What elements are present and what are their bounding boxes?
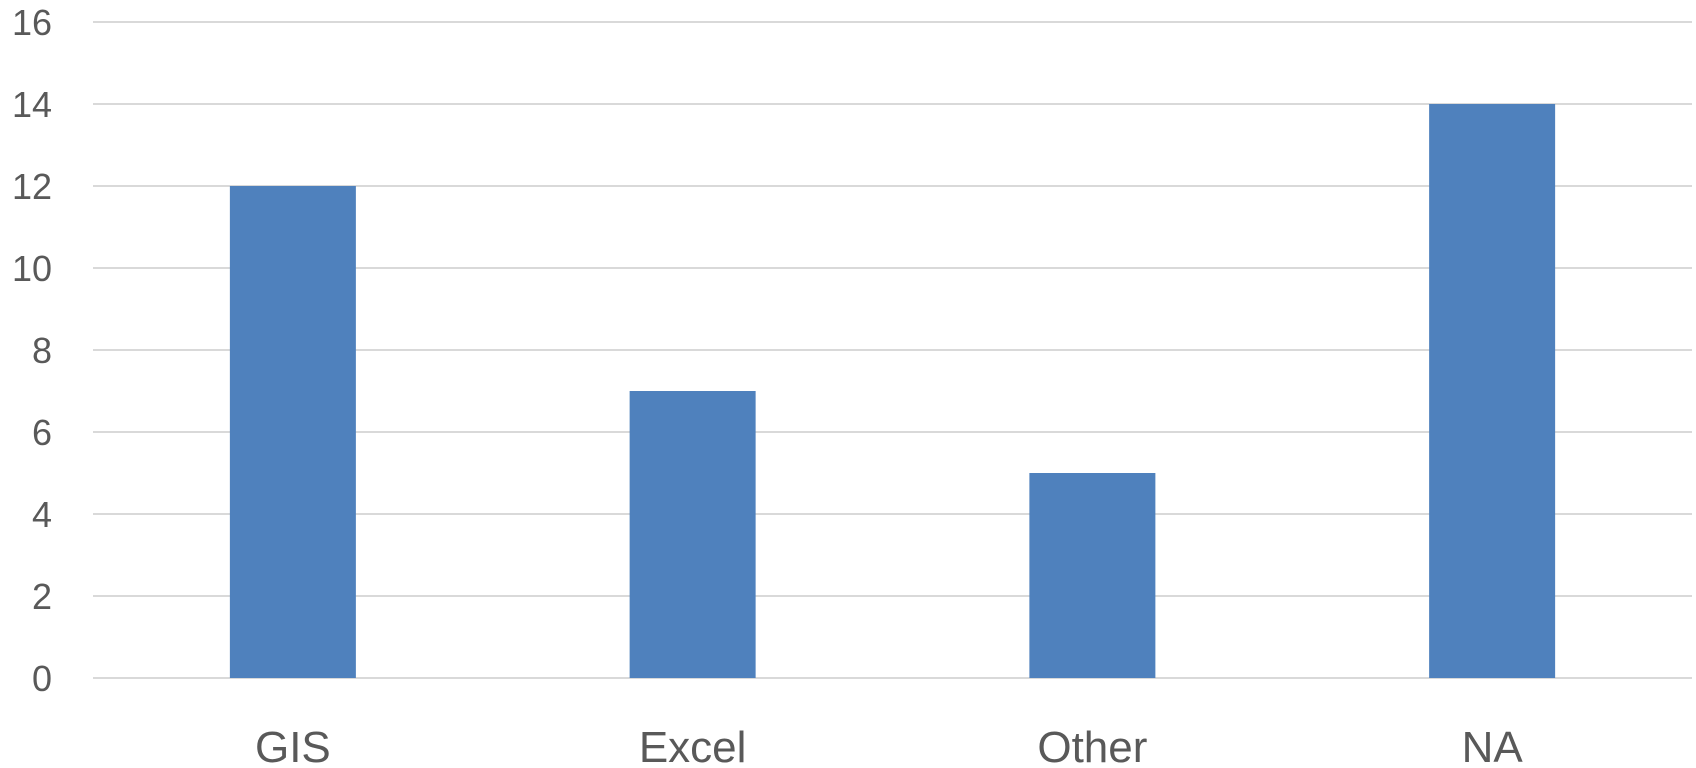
gridlines [93, 21, 1692, 679]
x-category-label-na: NA [1462, 723, 1524, 768]
bars [229, 104, 1556, 678]
x-category-label-excel: Excel [639, 723, 747, 768]
bar-gis [229, 186, 356, 678]
y-tick-label-8: 8 [32, 330, 52, 371]
y-tick-label-4: 4 [32, 494, 52, 535]
bar-excel [629, 391, 756, 678]
y-tick-label-0: 0 [32, 658, 52, 699]
y-tick-label-14: 14 [12, 84, 52, 125]
y-tick-label-10: 10 [12, 248, 52, 289]
y-axis-tick-labels: 0 2 4 6 8 10 12 14 16 [12, 2, 52, 699]
x-category-label-gis: GIS [255, 723, 331, 768]
y-tick-label-6: 6 [32, 412, 52, 453]
bar-other [1029, 473, 1156, 678]
x-category-label-other: Other [1037, 723, 1147, 768]
y-tick-label-12: 12 [12, 166, 52, 207]
x-axis-category-labels: GIS Excel Other NA [255, 723, 1523, 768]
y-tick-label-2: 2 [32, 576, 52, 617]
bar-na [1429, 104, 1556, 678]
y-tick-label-16: 16 [12, 2, 52, 43]
